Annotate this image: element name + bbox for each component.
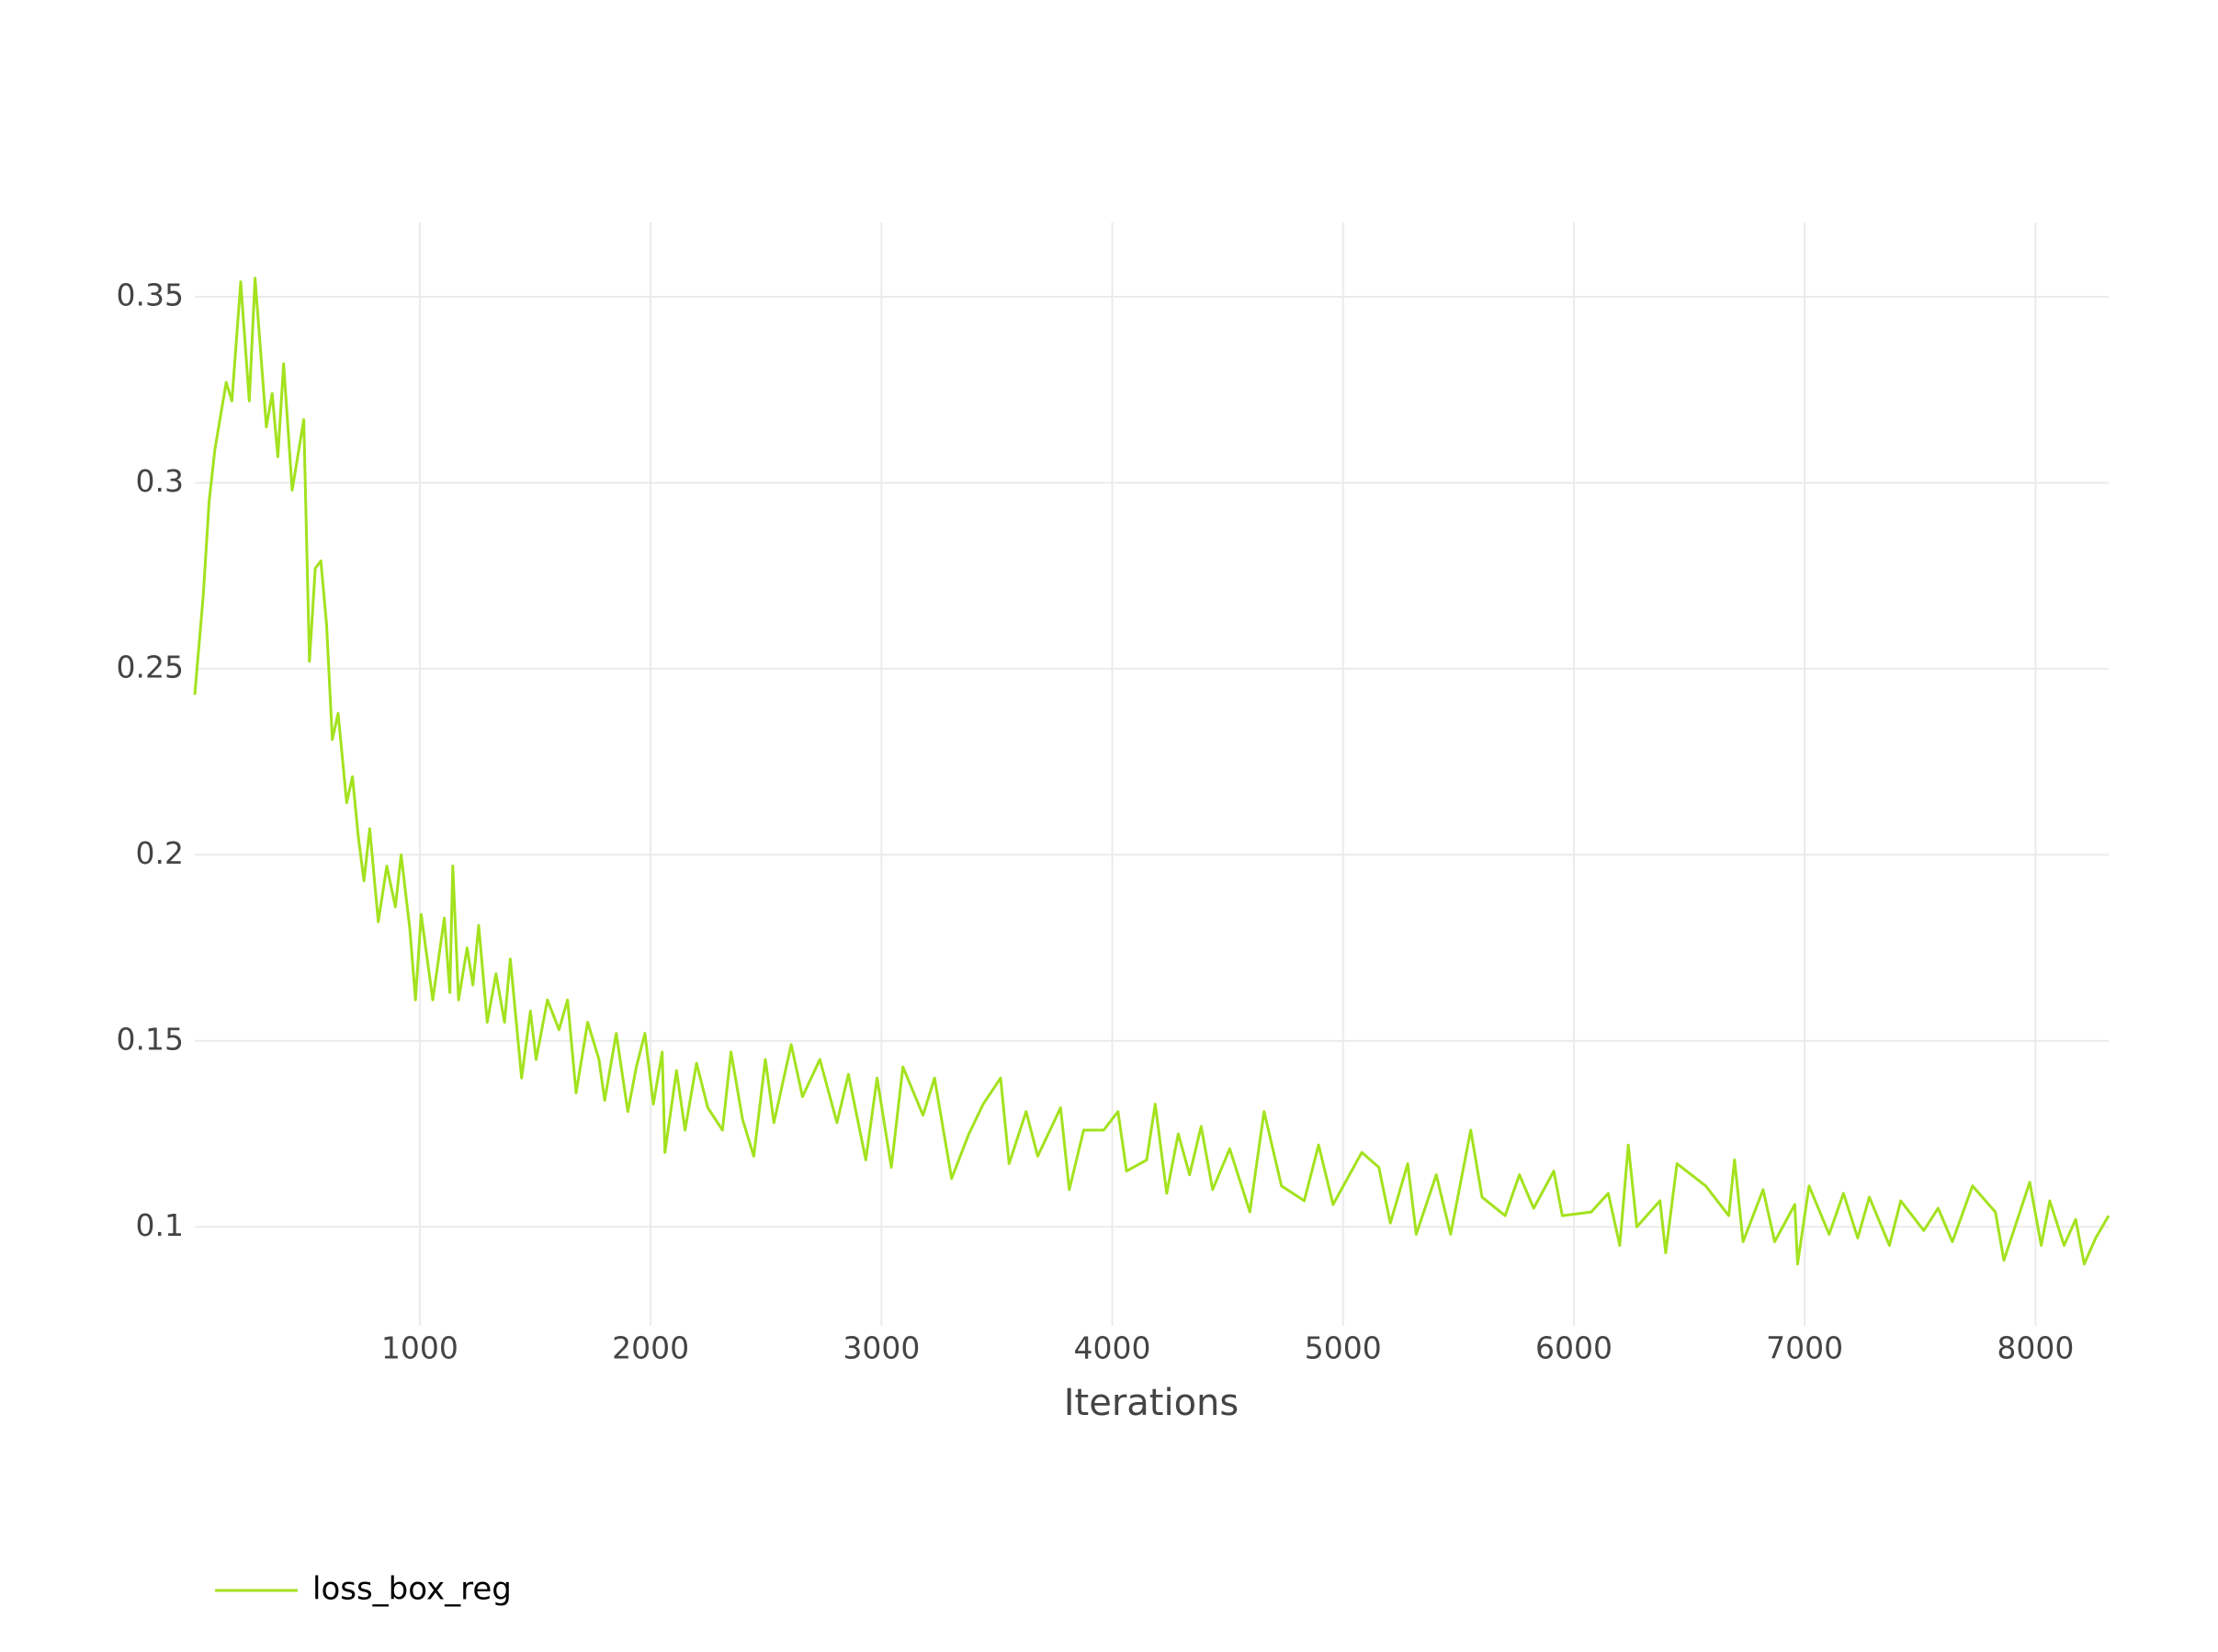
x-tick-label: 7000 [1766, 1330, 1843, 1366]
legend-label: loss_box_reg [312, 1571, 512, 1608]
y-tick-label: 0.3 [136, 463, 184, 499]
x-tick-label: 6000 [1535, 1330, 1613, 1366]
y-tick-label: 0.15 [117, 1021, 184, 1057]
x-tick-label: 2000 [612, 1330, 689, 1366]
x-tick-label: 3000 [843, 1330, 920, 1366]
y-tick-label: 0.2 [136, 835, 184, 871]
y-tick-label: 0.35 [117, 277, 184, 312]
y-tick-label: 0.25 [117, 649, 184, 685]
x-tick-label: 5000 [1305, 1330, 1382, 1366]
x-tick-label: 8000 [1997, 1330, 2074, 1366]
y-tick-label: 0.1 [136, 1207, 184, 1243]
line-series [193, 277, 2110, 1266]
x-tick-label: 4000 [1074, 1330, 1151, 1366]
x-tick-label: 1000 [381, 1330, 458, 1366]
x-axis-title: Iterations [1064, 1382, 1239, 1424]
